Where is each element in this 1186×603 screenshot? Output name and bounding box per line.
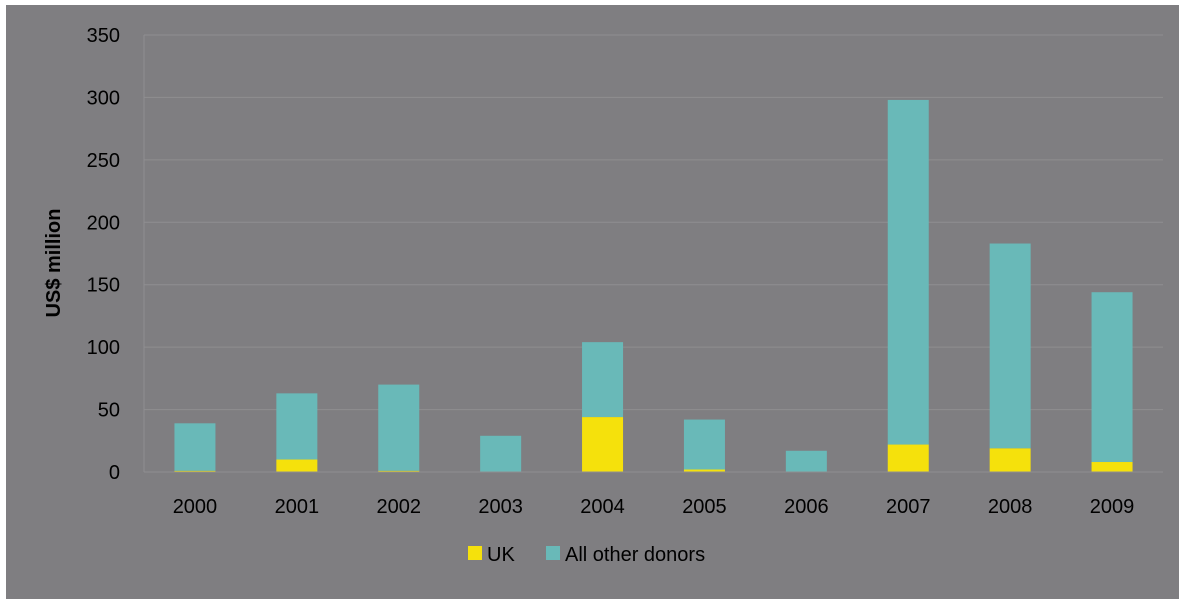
bar-uk-2005 bbox=[683, 469, 725, 472]
axes: 0 50 100 150 200 250 300 350 2000 2001 2002 2003 200… bbox=[87, 25, 1163, 518]
x-tick-label: 2006 bbox=[784, 496, 829, 518]
bar-uk-2007 bbox=[887, 444, 929, 472]
y-tick-label: 150 bbox=[87, 275, 120, 297]
x-tick-label: 2002 bbox=[377, 496, 422, 518]
x-tick-label: 2004 bbox=[580, 496, 625, 518]
bar-all-other-donors-2002 bbox=[378, 384, 420, 471]
bar-all-other-donors-2001 bbox=[276, 393, 318, 460]
x-tick-label: 2001 bbox=[275, 496, 320, 518]
x-tick-label: 2003 bbox=[478, 496, 523, 518]
bar-all-other-donors-2003 bbox=[480, 435, 522, 472]
bar-all-other-donors-2004 bbox=[582, 342, 624, 418]
bar-all-other-donors-2009 bbox=[1091, 292, 1133, 463]
y-tick-label: 300 bbox=[87, 87, 120, 109]
gridlines bbox=[144, 34, 1163, 411]
legend-label: All other donors bbox=[565, 544, 705, 566]
bar-all-other-donors-2006 bbox=[785, 450, 827, 472]
bar-uk-2002 bbox=[378, 470, 420, 472]
bar-all-other-donors-2005 bbox=[683, 419, 725, 470]
legend-label: UK bbox=[487, 544, 515, 566]
x-tick-label: 2007 bbox=[886, 496, 931, 518]
bar-uk-2009 bbox=[1091, 462, 1133, 472]
stacked-bar-chart: 0 50 100 150 200 250 300 350 2000 2001 2002 2003 200… bbox=[43, 25, 1163, 566]
bar-all-other-donors-2000 bbox=[174, 423, 216, 471]
bar-all-other-donors-2007 bbox=[887, 99, 929, 445]
y-tick-label: 250 bbox=[87, 150, 120, 172]
x-tick-label: 2005 bbox=[682, 496, 727, 518]
x-tick-label: 2008 bbox=[988, 496, 1033, 518]
legend-swatch-all-other-donors bbox=[546, 546, 560, 560]
y-axis-title: US$ million bbox=[43, 209, 65, 318]
y-tick-label: 100 bbox=[87, 337, 120, 359]
bar-all-other-donors-2008 bbox=[989, 243, 1031, 449]
x-tick-label: 2009 bbox=[1090, 496, 1135, 518]
x-tick-label: 2000 bbox=[173, 496, 218, 518]
bar-uk-2008 bbox=[989, 448, 1031, 472]
legend: UK All other donors bbox=[468, 544, 705, 566]
y-tick-label: 200 bbox=[87, 212, 120, 234]
chart-frame: 0 50 100 150 200 250 300 350 2000 2001 2002 2003 200… bbox=[6, 5, 1179, 599]
bar-uk-2004 bbox=[582, 417, 624, 472]
bar-uk-2001 bbox=[276, 459, 318, 472]
bar-uk-2000 bbox=[174, 470, 216, 472]
y-tick-label: 0 bbox=[109, 462, 120, 484]
bars bbox=[174, 99, 1133, 472]
y-tick-label: 350 bbox=[87, 25, 120, 47]
legend-swatch-uk bbox=[468, 546, 482, 560]
y-tick-label: 50 bbox=[98, 400, 120, 422]
